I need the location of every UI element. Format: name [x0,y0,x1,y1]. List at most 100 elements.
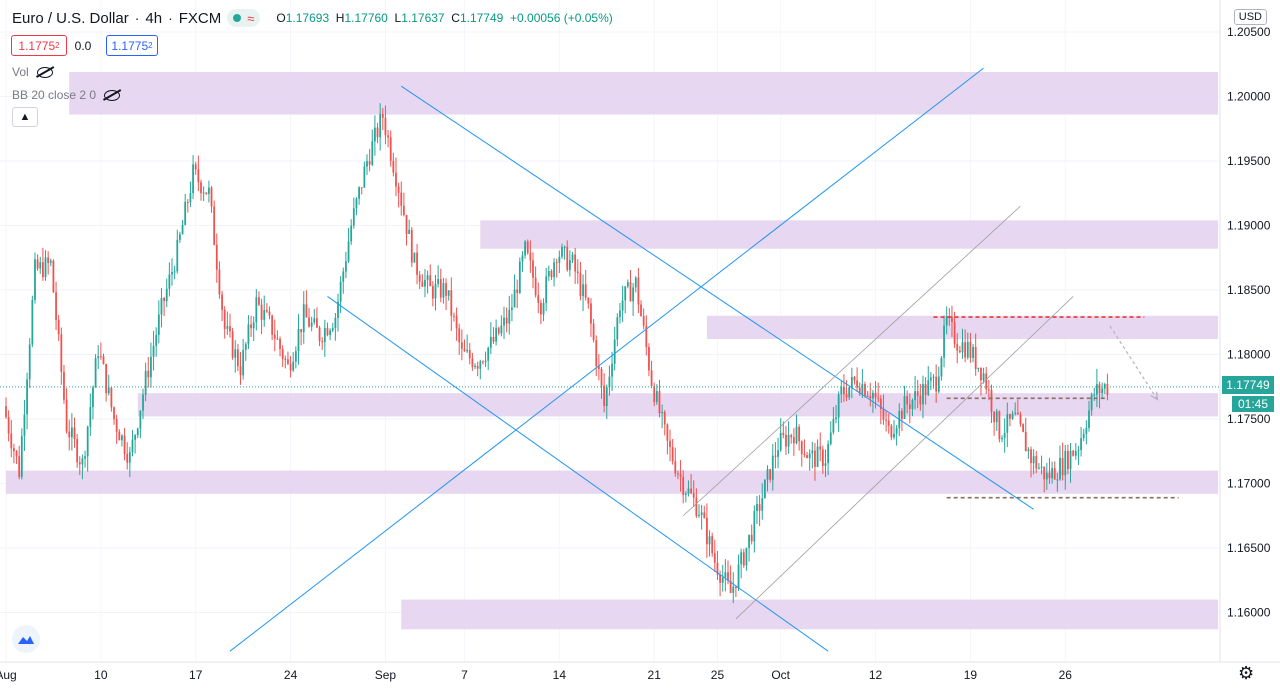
candle-body [550,270,553,278]
candle-body [524,241,526,256]
candle-body [474,365,476,367]
candle-body [1045,472,1048,480]
candle-body [347,241,350,262]
candle-body [186,201,189,203]
sell-price-button[interactable]: 1.1775 2 [11,35,67,56]
candle-body [363,166,366,188]
candle-body [41,262,44,278]
candle-body [953,321,956,344]
candle-body [294,351,297,362]
candle-body [1053,468,1056,480]
candle-body [165,288,168,302]
candle-body [824,463,827,466]
indicator-bb[interactable]: BB 20 close 2 0 [12,88,121,102]
candle-body [750,534,753,542]
candle-body [250,324,252,329]
candle-body [197,169,200,183]
candle-body [682,476,685,495]
candle-body [980,367,982,381]
candle-body [1022,424,1025,432]
candle-body [355,198,358,209]
candle-body [906,396,909,405]
collapse-legend-button[interactable]: ▲ [12,107,38,127]
candle-body [202,192,205,194]
eye-crossed-icon[interactable] [104,89,121,101]
candle-body [511,307,513,310]
candle-body [345,261,347,272]
candle-body [458,328,461,343]
candle-body [1030,449,1032,464]
candle-body [922,384,924,405]
time-tick-label: 24 [284,668,298,682]
candle-body [566,246,569,270]
candle-body [110,387,113,408]
candle-body [239,366,242,376]
candle-body [205,192,208,194]
candle-body [872,392,874,399]
candle-body [619,310,621,318]
candle-body [323,327,326,343]
candle-body [263,309,266,320]
time-tick-label: 21 [648,668,662,682]
candle-body [742,552,745,566]
tradingview-logo-icon[interactable] [12,625,40,653]
gear-icon[interactable]: ⚙ [1238,663,1255,683]
price-tick-label: 1.18000 [1227,348,1271,362]
candle-body [1088,410,1090,428]
symbol-title[interactable]: Euro / U.S. Dollar [12,9,129,27]
candle-body [184,201,187,225]
candle-body [160,297,163,315]
currency-label[interactable]: USD [1233,9,1267,25]
last-price-label: 1.17749 [1222,376,1274,394]
candle-body [15,451,18,457]
buy-price-button[interactable]: 1.1775 2 [106,35,158,56]
candle-body [919,395,922,405]
time-tick-label: 12 [869,668,883,682]
candle-body [814,450,816,467]
candle-body [1027,449,1030,452]
candle-body [574,254,577,272]
candle-body [453,315,455,317]
interval-label[interactable]: 4h [145,9,163,27]
candle-body [63,371,65,400]
candle-body [1077,450,1080,452]
candle-body [666,424,669,441]
candle-body [1095,384,1098,395]
candle-body [1074,450,1077,456]
indicator-vol[interactable]: Vol [12,65,53,79]
candle-body [70,427,73,438]
candle-body [821,449,824,466]
candle-body [985,373,988,390]
candle-body [951,317,953,322]
trendline [327,296,829,652]
bar-countdown-label: 01:45 [1232,396,1274,412]
candle-body [895,428,898,434]
candle-body [958,350,961,353]
candle-body [223,309,226,329]
candle-body [806,455,808,459]
candle-body [318,327,321,342]
candle-body [508,309,511,324]
time-tick-label: 17 [189,668,203,682]
candle-body [1061,457,1064,476]
candle-body [547,270,550,277]
candle-body [974,346,977,370]
candle-body [642,316,645,326]
candle-body [78,462,81,465]
candle-body [405,215,408,235]
candle-body [492,336,495,342]
candle-body [358,187,360,199]
candle-body [901,410,903,419]
candle-body [795,426,798,444]
candle-body [105,364,108,394]
candle-body [503,317,505,326]
candle-body [381,113,384,118]
candle-body [300,329,303,333]
market-status-pill[interactable]: ≈ [227,9,261,27]
candle-body [81,458,84,465]
candle-body [339,281,342,302]
candle-body [1059,457,1061,480]
candle-body [661,411,664,414]
eye-crossed-icon[interactable] [36,66,53,78]
